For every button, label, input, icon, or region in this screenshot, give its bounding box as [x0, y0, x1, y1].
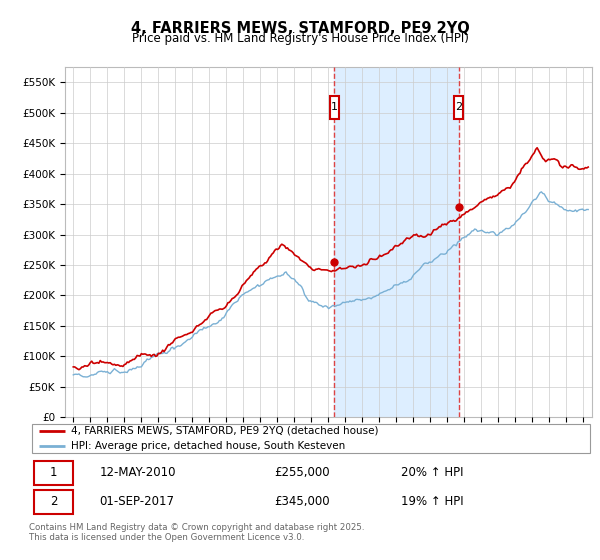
Text: Contains HM Land Registry data © Crown copyright and database right 2025.
This d: Contains HM Land Registry data © Crown c…	[29, 523, 364, 543]
Text: 1: 1	[50, 466, 58, 479]
Text: 2: 2	[50, 495, 58, 508]
FancyBboxPatch shape	[34, 490, 73, 514]
Text: £345,000: £345,000	[274, 495, 330, 508]
Text: 4, FARRIERS MEWS, STAMFORD, PE9 2YQ: 4, FARRIERS MEWS, STAMFORD, PE9 2YQ	[131, 21, 469, 36]
FancyBboxPatch shape	[329, 96, 339, 119]
Text: 01-SEP-2017: 01-SEP-2017	[100, 495, 175, 508]
Text: 19% ↑ HPI: 19% ↑ HPI	[401, 495, 464, 508]
Text: 2: 2	[455, 102, 462, 113]
Text: £255,000: £255,000	[274, 466, 330, 479]
Text: HPI: Average price, detached house, South Kesteven: HPI: Average price, detached house, Sout…	[71, 441, 346, 451]
Text: 12-MAY-2010: 12-MAY-2010	[100, 466, 176, 479]
Text: 1: 1	[331, 102, 338, 113]
Text: Price paid vs. HM Land Registry's House Price Index (HPI): Price paid vs. HM Land Registry's House …	[131, 32, 469, 45]
FancyBboxPatch shape	[32, 423, 590, 454]
Bar	[334, 67, 458, 417]
FancyBboxPatch shape	[454, 96, 463, 119]
Text: 4, FARRIERS MEWS, STAMFORD, PE9 2YQ (detached house): 4, FARRIERS MEWS, STAMFORD, PE9 2YQ (det…	[71, 426, 379, 436]
FancyBboxPatch shape	[34, 461, 73, 484]
Text: 20% ↑ HPI: 20% ↑ HPI	[401, 466, 464, 479]
